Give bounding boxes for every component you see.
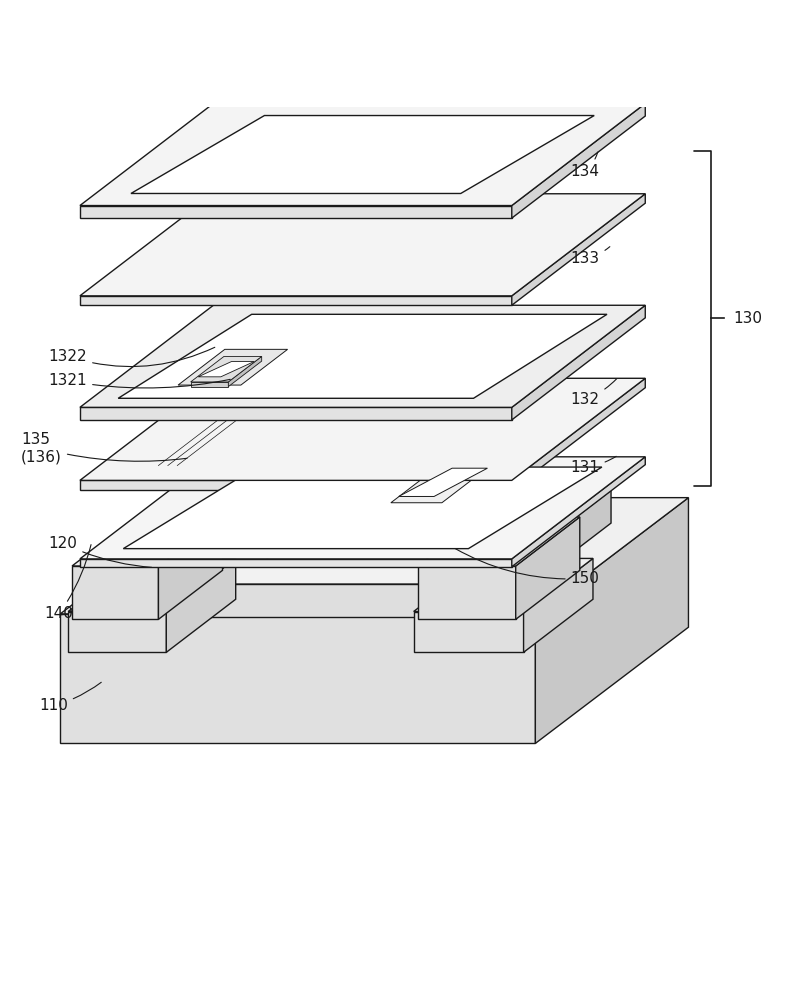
- Polygon shape: [72, 566, 158, 619]
- Polygon shape: [229, 356, 262, 387]
- Polygon shape: [80, 378, 645, 480]
- Polygon shape: [72, 517, 222, 566]
- Polygon shape: [511, 194, 645, 305]
- Polygon shape: [80, 194, 645, 296]
- Text: 120: 120: [49, 536, 152, 567]
- Polygon shape: [432, 513, 496, 518]
- Polygon shape: [198, 362, 255, 377]
- Polygon shape: [191, 356, 262, 382]
- Polygon shape: [80, 480, 511, 490]
- Text: 140: 140: [45, 545, 91, 621]
- Polygon shape: [496, 477, 543, 518]
- Polygon shape: [147, 512, 197, 556]
- Polygon shape: [68, 612, 166, 652]
- Polygon shape: [399, 468, 488, 496]
- Polygon shape: [123, 467, 602, 549]
- Polygon shape: [80, 559, 511, 567]
- Polygon shape: [80, 407, 511, 420]
- Text: 130: 130: [733, 311, 762, 326]
- Polygon shape: [511, 457, 645, 567]
- Text: 1321: 1321: [49, 373, 230, 388]
- Polygon shape: [103, 512, 197, 551]
- Text: 135
(136): 135 (136): [21, 432, 187, 464]
- Polygon shape: [442, 462, 496, 509]
- Polygon shape: [99, 584, 489, 617]
- Polygon shape: [80, 206, 511, 218]
- Polygon shape: [241, 349, 288, 391]
- Polygon shape: [414, 612, 523, 652]
- Polygon shape: [99, 490, 611, 584]
- Polygon shape: [80, 296, 511, 305]
- Polygon shape: [511, 103, 645, 218]
- Text: 110: 110: [39, 682, 102, 713]
- Polygon shape: [166, 558, 236, 652]
- Text: 133: 133: [571, 247, 610, 266]
- Polygon shape: [191, 382, 229, 387]
- Text: 131: 131: [571, 456, 616, 475]
- Polygon shape: [391, 462, 496, 503]
- Polygon shape: [414, 558, 593, 612]
- Polygon shape: [80, 103, 645, 206]
- Polygon shape: [515, 517, 580, 619]
- Text: 150: 150: [455, 549, 600, 586]
- Polygon shape: [158, 517, 222, 619]
- Polygon shape: [103, 551, 147, 556]
- Polygon shape: [60, 614, 535, 743]
- Polygon shape: [60, 498, 689, 614]
- Polygon shape: [511, 305, 645, 420]
- Polygon shape: [178, 349, 288, 385]
- Polygon shape: [80, 305, 645, 407]
- Polygon shape: [418, 517, 580, 566]
- Polygon shape: [535, 498, 689, 743]
- Text: 134: 134: [571, 152, 600, 179]
- Text: 1322: 1322: [49, 347, 215, 367]
- Polygon shape: [110, 518, 191, 545]
- Polygon shape: [68, 558, 236, 612]
- Polygon shape: [442, 483, 533, 507]
- Polygon shape: [391, 503, 442, 509]
- Polygon shape: [418, 566, 515, 619]
- Polygon shape: [432, 477, 543, 513]
- Polygon shape: [80, 457, 645, 559]
- Polygon shape: [118, 314, 607, 398]
- Polygon shape: [511, 378, 645, 490]
- Polygon shape: [523, 558, 593, 652]
- Polygon shape: [178, 385, 241, 391]
- Polygon shape: [489, 490, 611, 617]
- Polygon shape: [131, 116, 594, 193]
- Text: 132: 132: [571, 379, 617, 407]
